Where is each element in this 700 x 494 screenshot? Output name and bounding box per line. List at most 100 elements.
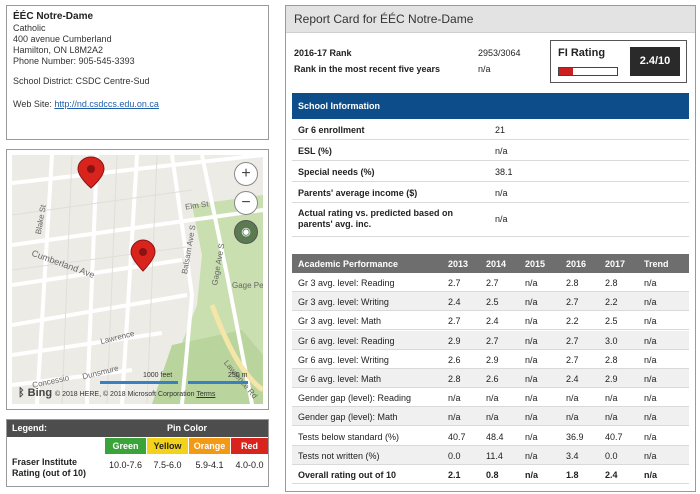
table-row: Gender gap (level): Math n/a n/a n/a n/a n/a n… [292, 407, 689, 427]
info-row: Parents' average income ($) n/a [292, 182, 689, 203]
fi-rating-bar [558, 67, 618, 76]
cell-2013: 2.7 [448, 316, 461, 327]
map-streets [12, 155, 263, 404]
school-map-pin[interactable] [130, 239, 156, 272]
cell-2013: 2.8 [448, 374, 461, 384]
table-row: Gr 6 avg. level: Writing 2.6 2.9 n/a 2.7 2.8 n… [292, 350, 689, 369]
school-address-line2: Hamilton, ON L8M2A2 [13, 45, 104, 55]
info-value: 38.1 [495, 167, 513, 177]
cell-trend: n/a [644, 470, 658, 480]
info-label: Gr 6 enrollment [298, 125, 365, 135]
map-canvas[interactable]: Elm St Cumberland Ave Balsam Ave S Gage … [12, 155, 263, 404]
cell-subject: Gr 3 avg. level: Reading [298, 278, 395, 288]
info-value: n/a [495, 146, 508, 156]
cell-subject: Gr 6 avg. level: Math [298, 374, 382, 384]
website-label: Web Site [13, 99, 50, 109]
cell-2017: n/a [605, 412, 618, 423]
cell-trend: n/a [644, 374, 657, 384]
cell-subject: Gr 6 avg. level: Reading [298, 335, 395, 346]
cell-2014: 11.4 [486, 450, 503, 461]
aerial-view-button[interactable]: ◉ [234, 220, 258, 244]
info-value: n/a [495, 188, 508, 198]
cell-2014: 2.7 [486, 335, 499, 346]
cell-2013: 2.4 [448, 297, 461, 308]
cell-2016: n/a [566, 393, 579, 404]
cell-2014: 48.4 [486, 431, 504, 442]
park-label: Gage Pe [232, 281, 263, 290]
zoom-out-button[interactable]: − [234, 191, 258, 215]
table-row: Gender gap (level): Reading n/a n/a n/a n/a n… [292, 388, 689, 408]
scale-bar-meters [188, 381, 248, 384]
cell-subject: Tests below standard (%) [298, 431, 400, 442]
info-label: ESL (%) [298, 146, 332, 156]
recent-rank-label: Rank in the most recent five years [294, 64, 441, 74]
cell-2015: n/a [525, 412, 538, 423]
copyright-text: © 2018 HERE, © 2018 Microsoft Corporatio… [55, 391, 195, 398]
cell-2013: 40.7 [448, 431, 466, 442]
cell-subject: Gr 3 avg. level: Math [298, 316, 382, 327]
cell-2013: n/a [448, 393, 461, 404]
cell-2017: 0.0 [605, 450, 618, 461]
bing-brand: Bing [27, 387, 53, 399]
perf-col-2017: 2017 [605, 259, 626, 269]
info-row: Special needs (%) 38.1 [292, 161, 689, 182]
cell-2014: 2.5 [486, 297, 499, 308]
cell-2017: 2.8 [605, 278, 618, 288]
scale-meters: 250 m [228, 372, 248, 379]
cell-subject: Gender gap (level): Math [298, 412, 398, 423]
cell-2014: 2.6 [486, 374, 499, 384]
cell-2014: 0.8 [486, 470, 499, 480]
table-row: Gr 6 avg. level: Reading 2.9 2.7 n/a 2.7 3.0 n… [292, 330, 689, 350]
cell-trend: n/a [644, 393, 657, 404]
report-title: Report Card for ÉÉC Notre-Dame [286, 6, 695, 33]
cell-2016: 2.2 [566, 316, 579, 327]
zoom-in-button[interactable]: + [234, 162, 258, 186]
cell-2016: 2.7 [566, 354, 579, 365]
cell-2017: 2.8 [605, 354, 618, 365]
info-row: Actual rating vs. predicted based on par… [292, 203, 689, 237]
cell-2015: n/a [525, 354, 538, 365]
info-row: ESL (%) n/a [292, 140, 689, 161]
terms-link[interactable]: Terms [196, 391, 216, 398]
aerial-icon: ◉ [241, 225, 251, 238]
cell-2015: n/a [525, 431, 538, 442]
cell-subject: Tests not written (%) [298, 450, 380, 461]
cell-2013: 2.9 [448, 335, 461, 346]
table-row: Tests below standard (%) 40.7 48.4 n/a 36.9 4… [292, 427, 689, 446]
perf-col-2014: 2014 [486, 259, 507, 269]
cell-subject: Gr 6 avg. level: Writing [298, 354, 389, 365]
cell-subject: Overall rating out of 10 [298, 470, 397, 480]
map-pin[interactable] [77, 156, 105, 189]
cell-trend: n/a [644, 412, 657, 423]
cell-2013: n/a [448, 412, 461, 423]
rank-value: 2953/3064 [478, 48, 521, 58]
cell-2016: 2.4 [566, 374, 579, 384]
school-contact-card: ÉÉC Notre-Dame Catholic 400 avenue Cumbe… [6, 5, 269, 140]
perf-col-2013: 2013 [448, 259, 469, 269]
cell-2014: 2.9 [486, 354, 499, 365]
website-link[interactable]: http://nd.csdccs.edu.on.ca [54, 99, 159, 109]
cell-2017: 2.2 [605, 297, 618, 308]
cell-trend: n/a [644, 278, 657, 288]
school-address-line1: 400 avenue Cumberland [13, 34, 112, 44]
cell-2017: n/a [605, 393, 618, 404]
fi-rating-bar-fill [559, 68, 573, 75]
cell-2017: 2.4 [605, 470, 618, 480]
info-label: Actual rating vs. predicted based on par… [298, 208, 454, 229]
cell-2016: 1.8 [566, 470, 579, 480]
cell-2015: n/a [525, 374, 538, 384]
cell-2015: n/a [525, 278, 538, 288]
table-row: Gr 3 avg. level: Reading 2.7 2.7 n/a 2.8 2.8 n… [292, 273, 689, 292]
school-phone: Phone Number: 905-545-3393 [13, 56, 135, 66]
school-website: Web Site: http://nd.csdccs.edu.on.ca [13, 99, 159, 109]
legend-header: Legend: Pin Color [7, 420, 268, 437]
cell-2013: 2.7 [448, 278, 461, 288]
legend-yellow-range: 7.5-6.0 [153, 460, 182, 470]
cell-2014: n/a [486, 412, 499, 423]
cell-2017: 3.0 [605, 335, 618, 346]
recent-rank-value: n/a [478, 64, 491, 74]
cell-2015: n/a [525, 316, 538, 327]
table-row: Gr 3 avg. level: Writing 2.4 2.5 n/a 2.7 2.2 n… [292, 292, 689, 312]
perf-col-subject: Academic Performance [298, 259, 399, 269]
cell-trend: n/a [644, 316, 657, 327]
